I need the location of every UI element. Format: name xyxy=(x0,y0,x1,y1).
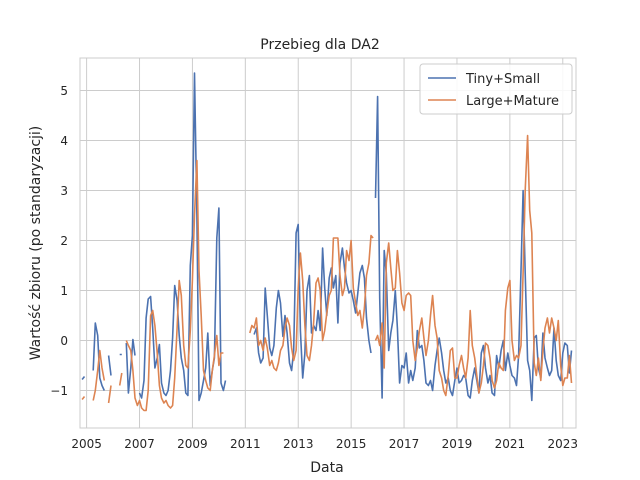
chart-title: Przebieg dla DA2 xyxy=(260,37,379,53)
series-lines xyxy=(81,72,573,412)
y-tick-label: 1 xyxy=(60,284,68,298)
y-tick-label: 3 xyxy=(60,184,68,198)
x-axis-label: Data xyxy=(310,460,343,476)
x-tick-label: 2021 xyxy=(495,437,526,451)
legend-box xyxy=(419,63,573,115)
legend-label-tiny-small: Tiny+Small xyxy=(465,72,540,87)
y-tick-label: 5 xyxy=(60,84,68,98)
y-tick-label: −1 xyxy=(50,384,68,398)
x-tick-label: 2017 xyxy=(389,437,420,451)
y-tick-label: 0 xyxy=(60,334,68,348)
x-tick-label: 2019 xyxy=(442,437,473,451)
y-tick-label: 4 xyxy=(60,134,68,148)
series-line-large-mature xyxy=(81,134,573,412)
x-tick-label: 2007 xyxy=(124,437,155,451)
y-tick-label: 2 xyxy=(60,234,68,248)
x-tick-label: 2015 xyxy=(336,437,367,451)
x-tick-label: 2009 xyxy=(177,437,208,451)
plot-background xyxy=(80,58,576,428)
plot-frame xyxy=(79,57,577,429)
legend: Tiny+Small Large+Mature xyxy=(419,63,573,115)
x-tick-label: 2011 xyxy=(230,437,261,451)
x-tick-labels: 2005 2007 2009 2011 2013 2015 2017 2019 2021 2023 xyxy=(71,437,578,451)
y-tick-labels: −1 0 1 2 3 4 5 xyxy=(50,84,68,398)
x-tick-label: 2013 xyxy=(283,437,314,451)
plot-area: 2005 2007 2009 2011 2013 2015 2017 2019 2021 2023… xyxy=(50,57,578,451)
x-tick-label: 2023 xyxy=(547,437,578,451)
legend-label-large-mature: Large+Mature xyxy=(466,94,559,109)
y-axis-label: Wartość zbioru (po standaryzacji) xyxy=(28,126,44,361)
x-tick-label: 2005 xyxy=(71,437,102,451)
